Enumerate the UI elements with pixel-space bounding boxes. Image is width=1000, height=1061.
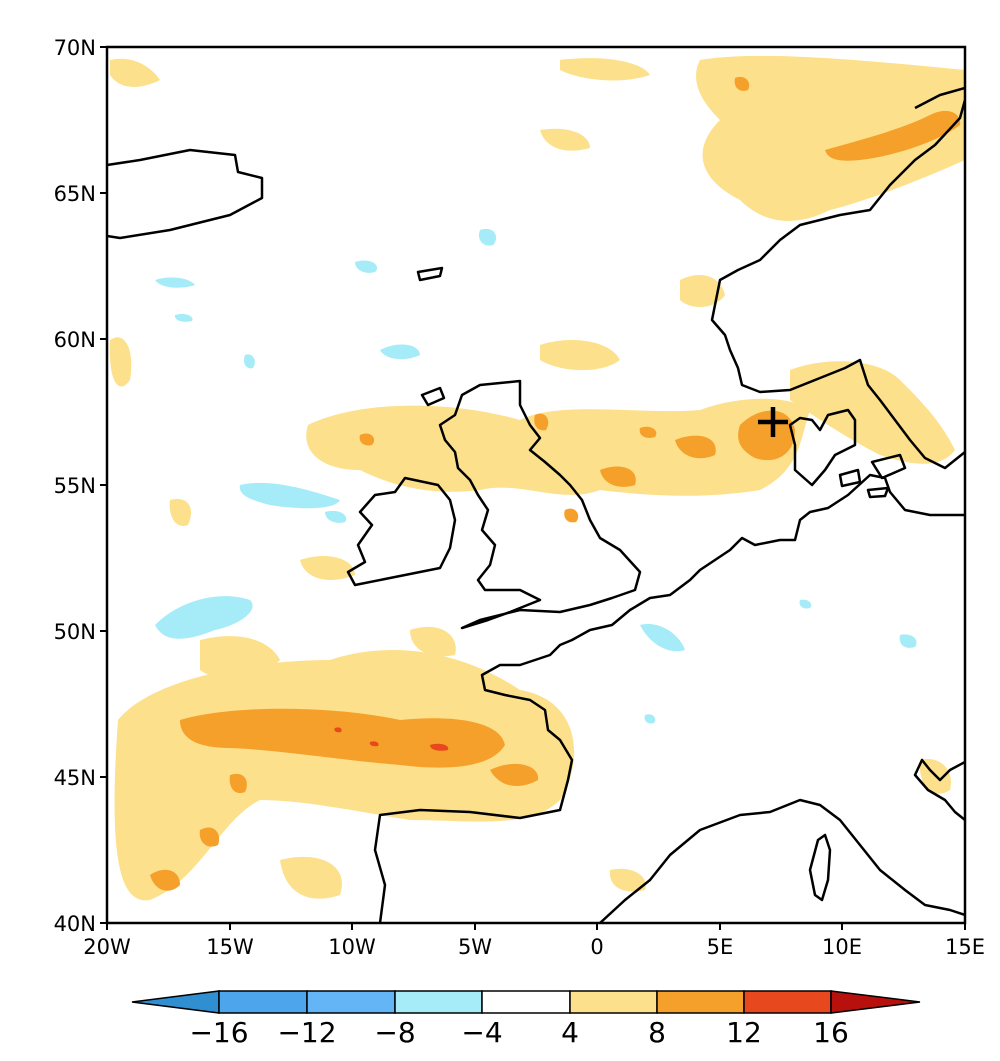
latitude-labels: 70N 65N 60N 55N 50N 45N 40N	[54, 36, 96, 936]
lon-label-10e: 10E	[822, 935, 862, 959]
colorbar-label-minus-12: −12	[277, 1016, 336, 1049]
lat-label-65n: 65N	[54, 182, 96, 206]
lat-label-60n: 60N	[54, 328, 96, 352]
lon-label-10w: 10W	[328, 935, 376, 959]
lon-label-0: 0	[590, 935, 603, 959]
colorbar-label-minus-4: −4	[461, 1016, 502, 1049]
longitude-labels: 20W 15W 10W 5W 0 5E 10E 15E	[83, 935, 985, 959]
colorbar-segment-8-12	[656, 990, 745, 1014]
italy-coastline	[913, 758, 965, 821]
colorbar-label-minus-16: −16	[189, 1016, 248, 1049]
colorbar-segment-8-4-neg	[394, 990, 483, 1014]
continental-europe-coastline	[373, 473, 965, 923]
lat-label-40n: 40N	[54, 912, 96, 936]
colorbar-label-16: 16	[813, 1016, 849, 1049]
colorbar-upper-extension	[830, 990, 921, 1014]
colorbar-segment-16-12-neg	[218, 990, 308, 1014]
ireland-coastline	[346, 476, 457, 587]
colorbar-lower-extension	[131, 990, 220, 1014]
danish-islands-coastline	[838, 453, 907, 499]
lat-label-45n: 45N	[54, 766, 96, 790]
colorbar-segment-4-8	[569, 990, 658, 1014]
lon-label-15e: 15E	[945, 935, 985, 959]
lat-label-55n: 55N	[54, 474, 96, 498]
faroe-islands-coastline	[416, 266, 444, 282]
mediterranean-coastline	[599, 798, 965, 923]
colorbar-label-4: 4	[561, 1016, 579, 1049]
colorbar-label-8: 8	[648, 1016, 666, 1049]
anomaly-8-12-areas	[150, 76, 961, 891]
anomaly-12-16-areas	[334, 727, 449, 751]
colorbar-label-minus-8: −8	[374, 1016, 415, 1049]
colorbar-segment-12-16	[743, 990, 832, 1014]
norway-arctic-coastline	[914, 86, 965, 110]
longitude-axis	[106, 923, 966, 930]
colorbar: −16 −12 −8 −4 4 8 12 16	[131, 990, 921, 1049]
colorbar-label-12: 12	[726, 1016, 762, 1049]
lon-label-5w: 5W	[458, 935, 492, 959]
jutland-coastline	[788, 408, 857, 487]
lat-label-50n: 50N	[54, 620, 96, 644]
anomaly-negative-areas	[155, 228, 917, 724]
lon-label-15w: 15W	[206, 935, 254, 959]
latitude-axis	[100, 46, 107, 924]
shetland-coastline	[420, 386, 446, 407]
lon-label-20w: 20W	[83, 935, 131, 959]
coastlines	[107, 86, 965, 923]
colorbar-segment-neutral	[481, 990, 571, 1014]
great-britain-coastline	[438, 379, 642, 630]
lat-label-70n: 70N	[54, 36, 96, 60]
colorbar-segment-12-8-neg	[306, 990, 396, 1014]
location-marker	[758, 407, 788, 437]
iceland-coastline	[107, 148, 264, 240]
corsica-coastline	[808, 833, 832, 902]
lon-label-5e: 5E	[707, 935, 734, 959]
scandinavia-coastline	[710, 99, 965, 470]
